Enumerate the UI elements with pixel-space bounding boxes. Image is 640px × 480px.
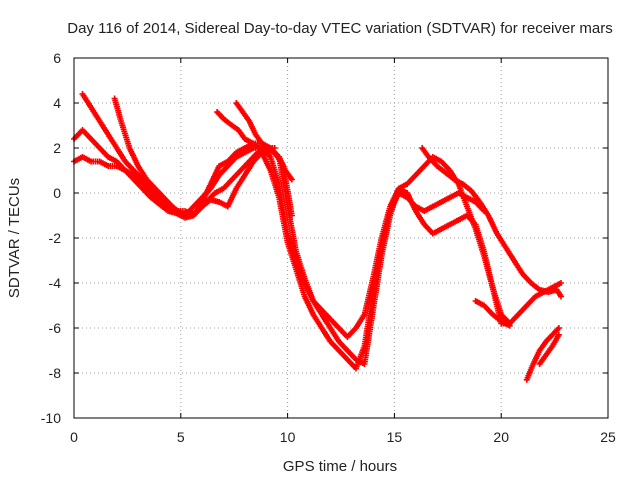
series-9: [523, 325, 562, 383]
series-10: [536, 331, 562, 367]
y-tick-label: -10: [41, 410, 61, 426]
y-tick-label: 6: [53, 50, 61, 66]
y-tick-label: -6: [49, 320, 62, 336]
y-tick-label: -2: [49, 230, 62, 246]
y-tick-label: 0: [53, 185, 61, 201]
series-6: [233, 100, 278, 151]
y-axis-label: SDTVAR / TECUs: [6, 178, 23, 298]
x-tick-label: 15: [387, 429, 403, 445]
series-6-markers: [233, 100, 278, 151]
series-7-markers: [419, 145, 564, 300]
x-tick-label: 10: [280, 429, 296, 445]
y-tick-label: -8: [49, 365, 62, 381]
series-7: [419, 145, 564, 300]
chart-title: Day 116 of 2014, Sidereal Day-to-day VTE…: [67, 20, 612, 37]
y-tick-labels: -10 -8 -6 -4 -2 0 2 4 6: [41, 50, 61, 426]
series-9-markers: [523, 325, 562, 383]
series-8: [472, 298, 513, 329]
x-tick-label: 20: [493, 429, 509, 445]
data-points: [71, 91, 564, 383]
grid-lines: [74, 58, 608, 418]
series-3-markers: [79, 91, 513, 367]
y-tick-label: 2: [53, 140, 61, 156]
x-axis-label: GPS time / hours: [283, 458, 397, 475]
y-tick-label: 4: [53, 95, 61, 111]
x-tick-label: 0: [70, 429, 78, 445]
series-5-markers: [214, 109, 295, 183]
axis-ticks: [73, 57, 609, 419]
series-8-markers: [472, 298, 513, 329]
series-10-markers: [536, 331, 562, 367]
x-tick-label: 5: [177, 429, 185, 445]
x-tick-labels: 0 5 10 15 20 25: [70, 429, 616, 445]
series-5: [214, 109, 295, 183]
y-tick-label: -4: [49, 275, 62, 291]
series-3: [79, 91, 513, 367]
x-tick-label: 25: [600, 429, 616, 445]
